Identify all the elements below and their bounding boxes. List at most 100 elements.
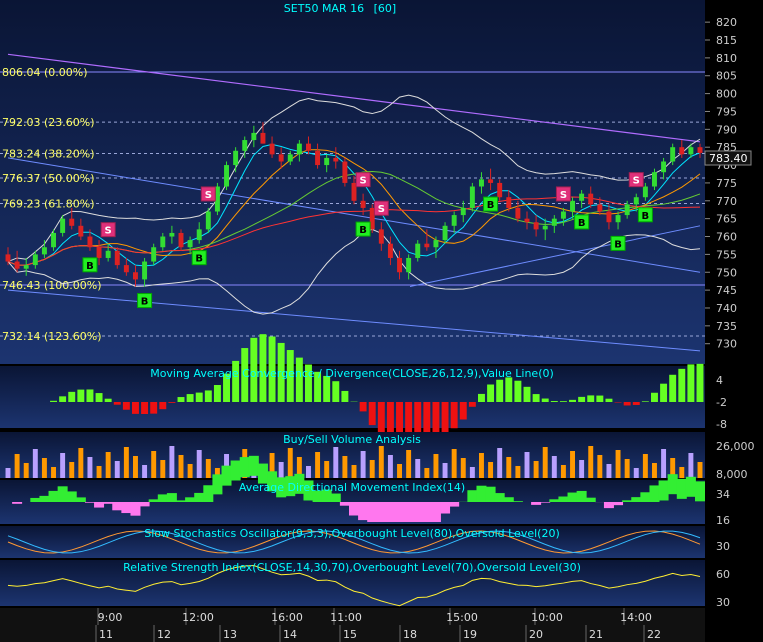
adx-area (239, 457, 250, 478)
macd-bar (159, 402, 167, 410)
volume-bar (105, 452, 111, 478)
volume-bar (123, 447, 129, 478)
candle-body (196, 229, 202, 241)
macd-bar (487, 384, 495, 402)
macd-bar (186, 394, 194, 402)
candle-body (469, 186, 475, 208)
date-tick-label: 18 (403, 628, 417, 641)
buy-marker (191, 250, 207, 266)
adx-area (285, 476, 296, 497)
adx-area (330, 493, 341, 502)
adx-area (494, 493, 505, 502)
candle-body (397, 257, 402, 273)
adx-area (558, 496, 569, 502)
buy-marker-label: B (86, 261, 94, 272)
volume-bar (151, 451, 157, 478)
adx-area (349, 502, 359, 516)
y-tick-label: 730 (716, 338, 737, 351)
candle-body (597, 204, 603, 212)
buy-marker (355, 221, 371, 237)
candle-body (524, 218, 530, 223)
macd-bar (641, 401, 649, 402)
y-tick-label: 765 (716, 213, 737, 226)
macd-bar (632, 402, 640, 405)
macd-bar (141, 402, 149, 415)
volume-bar (324, 461, 330, 478)
volume-bar (142, 465, 148, 478)
adx-area (230, 460, 241, 481)
volume-bar (23, 463, 29, 478)
volume-bar (32, 449, 38, 478)
volume-bar (51, 467, 56, 478)
volume-bar (469, 467, 475, 478)
macd-bar (696, 363, 704, 402)
macd-bar (213, 385, 221, 402)
macd-bar (104, 398, 112, 402)
chart-title: SET50 MAR 16 [60] (284, 2, 396, 15)
y-tick-label: 800 (716, 88, 737, 101)
adx-area (84, 502, 95, 503)
adx-area (622, 500, 633, 502)
candle-body (460, 207, 466, 216)
adx-area (503, 497, 514, 502)
volume-bar (96, 466, 102, 478)
adx-area (221, 465, 232, 486)
adx-area (367, 502, 378, 522)
macd-bar (396, 402, 403, 461)
volume-bar (296, 457, 302, 478)
time-tick-label: 12:00 (182, 611, 214, 624)
y-tick-label: 735 (716, 320, 737, 333)
sell-marker (355, 172, 371, 188)
adx-area (403, 502, 414, 522)
adx-area (476, 485, 487, 502)
sell-marker-label: S (205, 190, 212, 201)
candle-body (579, 193, 585, 201)
macd-bar (550, 401, 558, 402)
macd-bar (223, 373, 230, 402)
date-tick-label: 19 (463, 628, 477, 641)
fib-level-label: 732.14 (123.60%) (2, 330, 102, 343)
rsi-line (7, 564, 701, 607)
sell-marker-label: S (378, 204, 385, 215)
macd-bar (359, 402, 367, 412)
macd-bar (514, 380, 522, 402)
volume-bar (14, 454, 20, 478)
candle-body (387, 243, 393, 258)
volume-bar (479, 453, 484, 478)
volume-bar (524, 452, 530, 478)
time-tick-label: 9:00 (98, 611, 123, 624)
indicator-title: Slow Stochastics Oscillator(9,3,3),Overb… (144, 527, 560, 540)
indicator-tick-label: 8,000 (716, 468, 748, 481)
candle-body (497, 182, 503, 198)
buy-marker (637, 207, 653, 223)
macd-bar (569, 399, 576, 402)
indicator-tick-label: 60 (716, 568, 730, 581)
macd-bar (687, 364, 695, 402)
candle-body (351, 182, 357, 201)
buy-marker-label: B (578, 218, 586, 229)
candle-body (506, 197, 512, 208)
volume-bar (214, 468, 220, 478)
macd-bar (559, 401, 567, 402)
volume-bar (679, 467, 685, 478)
volume-bar (624, 459, 630, 478)
volume-bar (87, 457, 93, 478)
buy-marker-label: B (642, 211, 650, 222)
candle-body (233, 150, 239, 166)
macd-bar (314, 371, 322, 402)
candle-body (123, 265, 129, 273)
volume-bar (642, 454, 648, 478)
buy-marker-label: B (195, 254, 203, 265)
candle-body (488, 179, 494, 183)
date-tick-label: 21 (589, 628, 603, 641)
date-tick-label: 22 (647, 628, 661, 641)
adx-area (66, 491, 77, 502)
candle-body (160, 236, 166, 248)
volume-bar (551, 456, 557, 478)
volume-bar (542, 447, 548, 478)
ma-mid-line (7, 149, 701, 266)
fib-level-label: 792.03 (23.60%) (2, 116, 95, 129)
candle-body (378, 229, 384, 244)
volume-bar (5, 468, 11, 478)
candle-body (269, 143, 275, 155)
